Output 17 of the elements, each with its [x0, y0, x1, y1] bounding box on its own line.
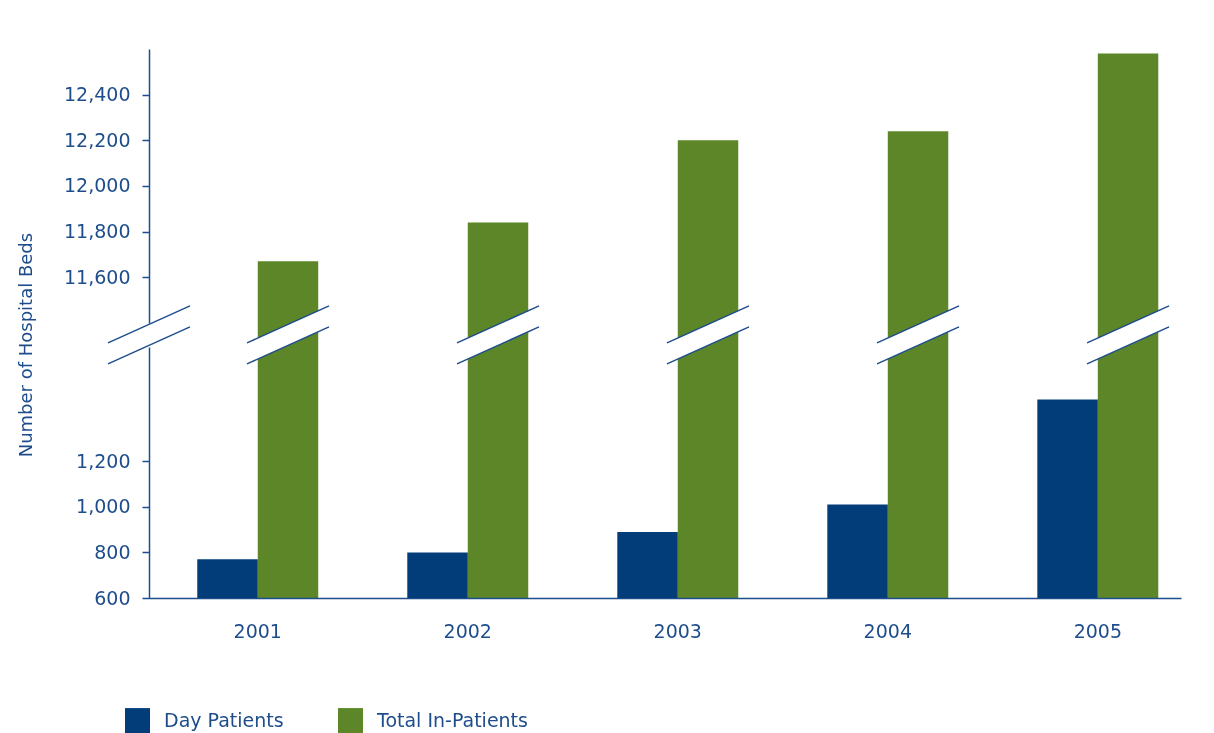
y-tick-label: 12,200	[64, 128, 131, 151]
y-tick-label: 11,600	[64, 265, 131, 288]
x-tick-label: 2005	[1073, 619, 1122, 642]
legend-label: Total In-Patients	[376, 708, 528, 731]
x-tick-label: 2004	[863, 619, 912, 642]
y-tick-label: 12,000	[64, 174, 131, 197]
y-tick-label: 1,000	[76, 495, 131, 518]
y-tick-label: 12,400	[64, 83, 131, 106]
legend-label: Day Patients	[164, 708, 284, 731]
x-tick-label: 2003	[653, 619, 702, 642]
x-tick-label: 2002	[443, 619, 492, 642]
y-axis-title: Number of Hospital Beds	[14, 232, 36, 458]
y-tick-label: 600	[94, 586, 131, 609]
y-tick-label: 800	[94, 540, 131, 563]
y-tick-label: 11,800	[64, 220, 131, 243]
x-tick-label: 2001	[233, 619, 282, 642]
y-tick-label: 1,200	[76, 449, 131, 472]
